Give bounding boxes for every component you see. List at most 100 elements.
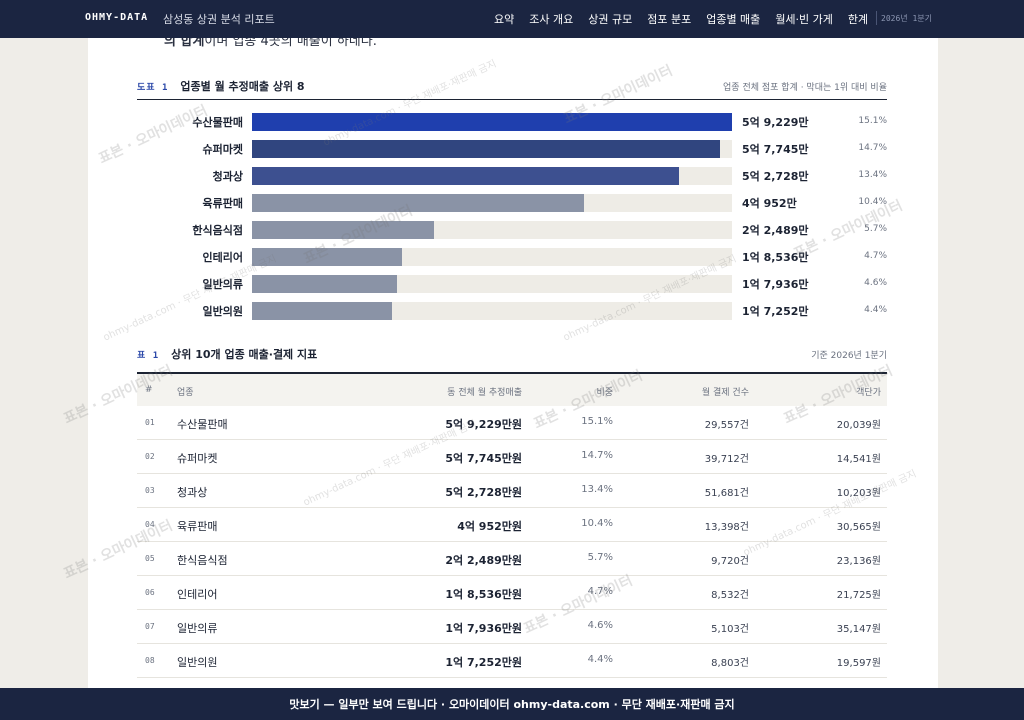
bar [252, 302, 392, 320]
bar-share-label: 13.4% [858, 170, 887, 180]
bar-row: 일반의류 1억 7,936만 4.6% [137, 275, 887, 293]
bar-value-label: 5억 7,745만 [742, 143, 809, 156]
bar-value-label: 2억 2,489만 [742, 224, 809, 237]
row-transactions: 9,720건 [711, 556, 749, 567]
row-rank: 01 [145, 418, 155, 427]
row-rank: 05 [145, 554, 155, 563]
nav-item-overview[interactable]: 조사 개요 [529, 13, 574, 26]
row-sales: 1억 7,936만원 [445, 622, 522, 635]
nav-item-limitations[interactable]: 한계 [847, 13, 869, 26]
nav-item-store-distribution[interactable]: 점포 분포 [647, 13, 692, 26]
bar-track [252, 167, 732, 185]
row-share: 4.7% [587, 586, 613, 597]
bar-track [252, 275, 732, 293]
row-share: 10.4% [581, 518, 613, 529]
bar-track [252, 221, 732, 239]
bar-row: 인테리어 1억 8,536만 4.7% [137, 248, 887, 266]
bar [252, 167, 680, 185]
row-share: 4.4% [587, 654, 613, 665]
row-rank: 08 [145, 656, 155, 665]
row-sales: 2억 2,489만원 [445, 554, 522, 567]
table-row: 05 한식음식점 2억 2,489만원 5.7% 9,720건 23,136원 [137, 542, 887, 576]
row-share: 5.7% [587, 552, 613, 563]
bar [252, 275, 398, 293]
row-industry: 육류판매 [177, 520, 218, 533]
row-industry: 한식음식점 [177, 554, 228, 567]
nav-menu: 요약 조사 개요 상권 규모 점포 분포 업종별 매출 월세·빈 가게 한계 [494, 11, 883, 27]
row-transactions: 5,103건 [711, 624, 749, 635]
row-sales: 1억 8,536만원 [445, 588, 522, 601]
row-unit-price: 19,597원 [836, 658, 881, 669]
row-transactions: 8,803건 [711, 658, 749, 669]
bar-category-label: 한식음식점 [192, 224, 243, 237]
preview-notice-bar: 맛보기 — 일부만 보여 드립니다 · 오마이데이터 ohmy-data.com… [0, 688, 1024, 720]
row-unit-price: 23,136원 [836, 556, 881, 567]
row-unit-price: 20,039원 [836, 420, 881, 431]
bar-row: 한식음식점 2억 2,489만 5.7% [137, 221, 887, 239]
bar [252, 248, 403, 266]
bar-row: 육류판매 4억 952만 10.4% [137, 194, 887, 212]
bar-row: 청과상 5억 2,728만 13.4% [137, 167, 887, 185]
bar-row: 슈퍼마켓 5억 7,745만 14.7% [137, 140, 887, 158]
table-row: 07 일반의류 1억 7,936만원 4.6% 5,103건 35,147원 [137, 610, 887, 644]
bar-category-label: 청과상 [212, 170, 243, 183]
column-header-share: 비중 [596, 388, 613, 398]
row-sales: 4억 952만원 [457, 520, 522, 533]
nav-item-sales-by-industry[interactable]: 업종별 매출 [706, 13, 761, 26]
bar-share-label: 5.7% [864, 224, 887, 234]
bar-category-label: 일반의류 [202, 278, 243, 291]
row-sales: 5억 7,745만원 [445, 452, 522, 465]
row-rank: 03 [145, 486, 155, 495]
bar [252, 221, 435, 239]
table-row: 03 청과상 5억 2,728만원 13.4% 51,681건 10,203원 [137, 474, 887, 508]
bar-row: 수산물판매 5억 9,229만 15.1% [137, 113, 887, 131]
row-transactions: 39,712건 [704, 454, 749, 465]
bar [252, 140, 720, 158]
row-rank: 02 [145, 452, 155, 461]
column-header-unit-price: 객단가 [856, 388, 881, 398]
row-rank: 04 [145, 520, 155, 529]
bar-share-label: 4.6% [864, 278, 887, 288]
figure-label: 도표 1 [137, 82, 169, 93]
bar-share-label: 10.4% [858, 197, 887, 207]
intro-paragraph: 의 합계이며 업종 4곳의 매출이 하네다. [164, 38, 377, 49]
bar-track [252, 194, 732, 212]
figure-rule [137, 99, 887, 100]
nav-item-market-size[interactable]: 상권 규모 [588, 13, 633, 26]
intro-bold: 의 합계 [164, 38, 205, 49]
row-share: 15.1% [581, 416, 613, 427]
bar-share-label: 4.4% [864, 305, 887, 315]
row-sales: 1억 7,252만원 [445, 656, 522, 669]
brand-logo[interactable]: OHMY-DATA [85, 12, 149, 23]
figure-note: 업종 전체 점포 합계 · 막대는 1위 대비 비율 [723, 82, 887, 93]
bar-category-label: 수산물판매 [192, 116, 243, 129]
row-rank: 06 [145, 588, 155, 597]
row-transactions: 29,557건 [704, 420, 749, 431]
bar-value-label: 1억 8,536만 [742, 251, 809, 264]
nav-item-rent-vacancy[interactable]: 월세·빈 가게 [775, 13, 833, 26]
row-share: 4.6% [587, 620, 613, 631]
bar-value-label: 1억 7,936만 [742, 278, 809, 291]
table-column-header: # 업종 동 전체 월 추정매출 비중 월 결제 건수 객단가 [137, 372, 887, 406]
table-header: 표 1 상위 10개 업종 매출·결제 지표 기준 2026년 1분기 [137, 346, 887, 362]
report-title: 삼성동 상권 분석 리포트 [163, 13, 275, 26]
table-row: 08 일반의원 1억 7,252만원 4.4% 8,803건 19,597원 [137, 644, 887, 678]
row-share: 13.4% [581, 484, 613, 495]
bar-row: 일반의원 1억 7,252만 4.4% [137, 302, 887, 320]
bar-track [252, 248, 732, 266]
row-unit-price: 10,203원 [836, 488, 881, 499]
row-sales: 5억 9,229만원 [445, 418, 522, 431]
row-unit-price: 14,541원 [836, 454, 881, 465]
bar-category-label: 육류판매 [202, 197, 243, 210]
row-industry: 청과상 [177, 486, 208, 499]
bar [252, 113, 732, 131]
intro-rest: 이며 업종 4곳의 매출이 하네다. [204, 38, 377, 49]
column-header-transactions: 월 결제 건수 [701, 388, 749, 398]
bar-track [252, 113, 732, 131]
bar-share-label: 15.1% [858, 116, 887, 126]
figure-title: 업종별 월 추정매출 상위 8 [180, 80, 305, 93]
row-industry: 일반의원 [177, 656, 218, 669]
row-sales: 5억 2,728만원 [445, 486, 522, 499]
nav-item-summary[interactable]: 요약 [494, 13, 515, 26]
bar-value-label: 5억 9,229만 [742, 116, 809, 129]
